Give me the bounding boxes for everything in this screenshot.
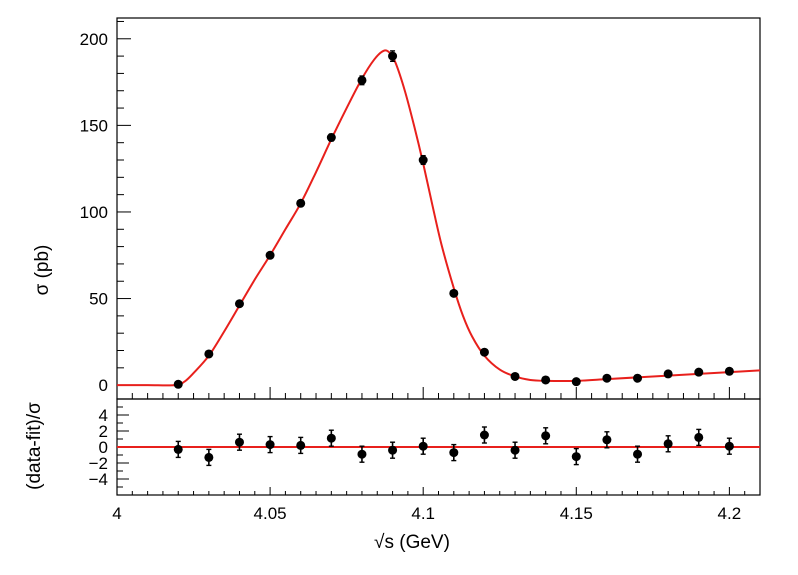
data-point [357,75,367,86]
residual-point [357,445,367,463]
residual-tick-label: 2 [99,422,108,441]
data-point [173,379,183,389]
data-marker [633,373,643,383]
residual-marker [388,445,398,455]
data-point [694,367,704,377]
data-marker [265,250,275,260]
data-point [510,371,520,381]
residual-marker [265,440,275,450]
data-marker [449,288,459,298]
data-point [633,373,643,383]
residual-point [479,426,489,444]
data-point [265,250,275,260]
residual-point [204,448,214,467]
residual-marker [418,441,428,451]
data-point [541,375,551,385]
residual-marker [541,431,551,441]
data-point [724,366,734,376]
data-point [418,154,428,166]
data-point [479,347,489,357]
data-marker [694,367,704,377]
residual-point [571,447,581,466]
residual-point [694,428,704,447]
y-axis-title: σ (pb) [32,245,53,296]
data-marker [204,349,214,359]
residual-point [449,443,459,462]
data-marker [357,75,367,85]
residual-tick-label: −4 [89,470,108,489]
data-marker [296,198,306,208]
data-marker [388,51,398,61]
residual-marker [173,444,183,454]
residual-point [296,436,306,455]
x-tick-label: 4.2 [718,504,742,523]
residual-point [541,427,551,445]
data-point [234,299,244,309]
residual-point [418,437,428,455]
x-tick-label: 4.15 [560,504,593,523]
residual-marker [724,441,734,451]
residual-tick-label: 0 [99,438,108,457]
data-marker [326,132,336,142]
residual-tick-label: 4 [99,406,108,425]
residual-point [602,431,612,449]
top-plot-frame [116,17,761,400]
residual-marker [633,449,643,459]
data-point [571,377,581,387]
residual-marker [479,430,489,440]
y-tick-label: 100 [80,203,108,222]
residual-point [173,440,183,459]
residual-point [326,429,336,447]
data-point [326,132,336,142]
x-axis-title: √s (GeV) [374,532,450,553]
data-marker [571,377,581,387]
data-point [663,369,673,379]
data-marker [724,366,734,376]
data-marker [602,373,612,383]
residual-marker [357,449,367,459]
x-tick-label: 4.05 [254,504,287,523]
data-point [388,50,398,62]
y-tick-label: 200 [80,30,108,49]
data-marker [418,155,428,165]
y-tick-label: 150 [80,116,108,135]
residual-marker [663,439,673,449]
data-point [204,349,214,359]
residual-point [234,433,244,451]
residual-marker [510,445,520,455]
data-marker [663,369,673,379]
residual-tick-label: −2 [89,454,108,473]
residual-point [724,437,734,455]
data-marker [479,347,489,357]
data-marker [173,379,183,389]
residual-marker [234,437,244,447]
residual-marker [449,448,459,458]
residual-marker [571,452,581,462]
y-tick-label: 0 [99,376,108,395]
cross-section-panel: 0 50 100 150 200 σ (pb) [32,17,761,400]
data-marker [510,371,520,381]
residual-point [633,445,643,463]
data-point [449,288,459,298]
x-tick-label: 4 [112,504,121,523]
residual-axis-title: (data-fit)/σ [24,402,45,490]
x-tick-label: 4.1 [411,504,435,523]
residual-marker [326,433,336,443]
residual-point [388,441,398,459]
y-tick-label: 50 [89,290,108,309]
residual-marker [296,440,306,450]
residual-point [265,435,275,454]
residual-point [510,441,520,459]
data-marker [541,375,551,385]
residual-marker [694,432,704,442]
residual-marker [602,435,612,445]
data-point [296,198,306,208]
data-point [602,373,612,383]
fit-curve [117,49,761,387]
data-marker [234,299,244,309]
residual-point [663,435,673,453]
residual-marker [204,452,214,462]
